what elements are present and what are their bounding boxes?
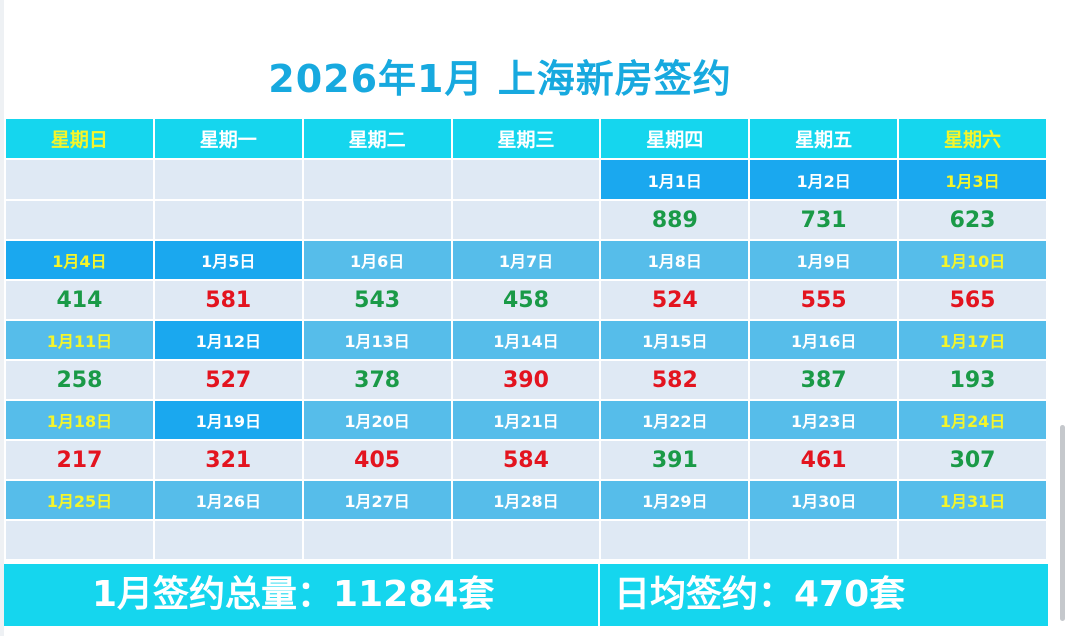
date-cell: 1月26日 bbox=[154, 481, 302, 519]
value-cell: 321 bbox=[154, 441, 302, 479]
weekday-header-row: 星期日 星期一 星期二 星期三 星期四 星期五 星期六 bbox=[6, 119, 1046, 158]
date-cell: 1月20日 bbox=[303, 401, 451, 439]
date-cell: 1月15日 bbox=[601, 321, 749, 359]
date-cell: 1月29日 bbox=[601, 481, 749, 519]
sheet-left-edge bbox=[0, 0, 4, 636]
value-cell: 390 bbox=[452, 361, 600, 399]
value-cell-empty bbox=[452, 201, 600, 239]
date-cell: 1月23日 bbox=[750, 401, 898, 439]
date-cell: 1月8日 bbox=[601, 241, 749, 279]
value-cell-empty bbox=[303, 201, 451, 239]
date-cell: 1月28日 bbox=[452, 481, 600, 519]
daily-average-summary: 日均签约：470套 bbox=[600, 564, 1048, 626]
week-2-value-row: 414 581 543 458 524 555 565 bbox=[6, 281, 1046, 319]
date-cell: 1月22日 bbox=[601, 401, 749, 439]
value-cell: 543 bbox=[303, 281, 451, 319]
date-cell: 1月2日 bbox=[750, 160, 898, 199]
value-cell: 581 bbox=[154, 281, 302, 319]
date-cell: 1月17日 bbox=[899, 321, 1046, 359]
date-cell-empty bbox=[6, 160, 153, 199]
value-cell: 584 bbox=[452, 441, 600, 479]
date-cell: 1月16日 bbox=[750, 321, 898, 359]
value-cell: 258 bbox=[6, 361, 153, 399]
date-cell: 1月31日 bbox=[899, 481, 1046, 519]
value-cell: 391 bbox=[601, 441, 749, 479]
value-cell: 378 bbox=[303, 361, 451, 399]
weekday-header-thu: 星期四 bbox=[601, 119, 749, 158]
weekday-header-sat: 星期六 bbox=[899, 119, 1046, 158]
value-cell: 623 bbox=[899, 201, 1046, 239]
week-2-date-row: 1月4日 1月5日 1月6日 1月7日 1月8日 1月9日 1月10日 bbox=[6, 241, 1046, 279]
weekday-header-fri: 星期五 bbox=[750, 119, 898, 158]
page-title: 2026年1月 上海新房签约 bbox=[268, 57, 732, 101]
weekday-header-sun: 星期日 bbox=[6, 119, 153, 158]
date-cell: 1月4日 bbox=[6, 241, 153, 279]
value-cell: 414 bbox=[6, 281, 153, 319]
date-cell-empty bbox=[452, 160, 600, 199]
date-cell: 1月3日 bbox=[899, 160, 1046, 199]
date-cell: 1月18日 bbox=[6, 401, 153, 439]
date-cell: 1月14日 bbox=[452, 321, 600, 359]
date-cell: 1月19日 bbox=[154, 401, 302, 439]
value-cell: 405 bbox=[303, 441, 451, 479]
date-cell: 1月1日 bbox=[601, 160, 749, 199]
date-cell: 1月30日 bbox=[750, 481, 898, 519]
week-5-date-row: 1月25日 1月26日 1月27日 1月28日 1月29日 1月30日 1月31… bbox=[6, 481, 1046, 519]
date-cell: 1月21日 bbox=[452, 401, 600, 439]
weekday-header-mon: 星期一 bbox=[154, 119, 302, 158]
date-cell: 1月25日 bbox=[6, 481, 153, 519]
week-3-date-row: 1月11日 1月12日 1月13日 1月14日 1月15日 1月16日 1月17… bbox=[6, 321, 1046, 359]
date-cell: 1月11日 bbox=[6, 321, 153, 359]
value-cell: 731 bbox=[750, 201, 898, 239]
week-1-date-row: 1月1日 1月2日 1月3日 bbox=[6, 160, 1046, 199]
value-cell: 555 bbox=[750, 281, 898, 319]
value-cell-empty bbox=[6, 201, 153, 239]
value-cell: 461 bbox=[750, 441, 898, 479]
value-cell: 889 bbox=[601, 201, 749, 239]
vertical-scrollbar[interactable] bbox=[1060, 425, 1065, 621]
week-4-date-row: 1月18日 1月19日 1月20日 1月21日 1月22日 1月23日 1月24… bbox=[6, 401, 1046, 439]
monthly-total-summary: 1月签约总量：11284套 bbox=[4, 564, 598, 626]
value-cell: 193 bbox=[899, 361, 1046, 399]
value-cell-empty bbox=[899, 521, 1046, 559]
weekday-header-tue: 星期二 bbox=[303, 119, 451, 158]
value-cell-empty bbox=[154, 521, 302, 559]
value-cell-empty bbox=[6, 521, 153, 559]
value-cell-empty bbox=[154, 201, 302, 239]
date-cell: 1月5日 bbox=[154, 241, 302, 279]
value-cell-empty bbox=[303, 521, 451, 559]
date-cell: 1月27日 bbox=[303, 481, 451, 519]
value-cell-empty bbox=[601, 521, 749, 559]
date-cell: 1月9日 bbox=[750, 241, 898, 279]
week-3-value-row: 258 527 378 390 582 387 193 bbox=[6, 361, 1046, 399]
value-cell: 387 bbox=[750, 361, 898, 399]
date-cell: 1月13日 bbox=[303, 321, 451, 359]
week-1-value-row: 889 731 623 bbox=[6, 201, 1046, 239]
date-cell: 1月6日 bbox=[303, 241, 451, 279]
value-cell: 524 bbox=[601, 281, 749, 319]
value-cell-empty bbox=[750, 521, 898, 559]
date-cell: 1月7日 bbox=[452, 241, 600, 279]
date-cell: 1月12日 bbox=[154, 321, 302, 359]
date-cell-empty bbox=[303, 160, 451, 199]
value-cell-empty bbox=[452, 521, 600, 559]
week-5-value-row bbox=[6, 521, 1046, 559]
date-cell: 1月24日 bbox=[899, 401, 1046, 439]
value-cell: 458 bbox=[452, 281, 600, 319]
value-cell: 307 bbox=[899, 441, 1046, 479]
value-cell: 527 bbox=[154, 361, 302, 399]
weekday-header-wed: 星期三 bbox=[452, 119, 600, 158]
value-cell: 565 bbox=[899, 281, 1046, 319]
date-cell-empty bbox=[154, 160, 302, 199]
calendar-table: 星期日 星期一 星期二 星期三 星期四 星期五 星期六 1月1日 1月2日 1月… bbox=[4, 117, 1048, 561]
value-cell: 217 bbox=[6, 441, 153, 479]
value-cell: 582 bbox=[601, 361, 749, 399]
week-4-value-row: 217 321 405 584 391 461 307 bbox=[6, 441, 1046, 479]
date-cell: 1月10日 bbox=[899, 241, 1046, 279]
